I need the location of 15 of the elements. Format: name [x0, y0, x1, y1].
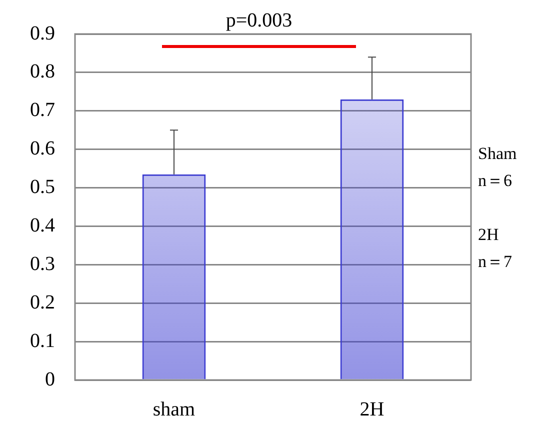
y-tick-label: 0.3 [30, 252, 55, 275]
y-tick-label: 0.2 [30, 291, 55, 314]
y-tick-label: 0.5 [30, 176, 55, 198]
y-tick-label: 0.6 [30, 138, 55, 160]
y-tick-label: 0.8 [30, 60, 55, 83]
text: Sham n＝6 [478, 143, 517, 192]
text: p=0.003 [226, 9, 292, 32]
y-tick-label: 0.1 [30, 330, 55, 352]
y-tick-label: 0.9 [30, 22, 55, 44]
x-tick-label: 2H [360, 398, 384, 420]
y-tick-label: 0.4 [30, 214, 55, 236]
y-tick-label: 0 [45, 368, 55, 390]
text: 2H n＝7 [478, 224, 513, 273]
y-tick-label: 0.7 [30, 99, 55, 122]
x-tick-label: sham [152, 398, 196, 420]
